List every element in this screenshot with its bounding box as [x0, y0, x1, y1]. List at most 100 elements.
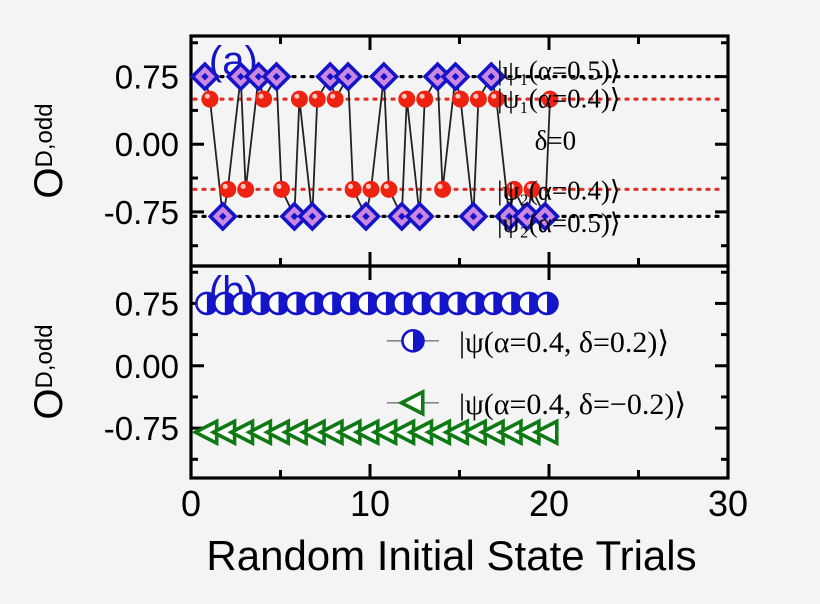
y-tick-label-a-0: -0.75	[104, 194, 179, 231]
sphere-highlight	[240, 183, 246, 189]
panel-a-red-marker	[469, 90, 487, 108]
panel-b-blue-marker	[320, 291, 345, 316]
sphere-highlight	[437, 183, 443, 189]
sphere-body	[469, 90, 487, 108]
y-tick-label-b-1: 0.00	[115, 348, 179, 385]
sphere-highlight	[473, 93, 479, 99]
sphere-body	[255, 90, 273, 108]
diamond-center	[380, 72, 388, 81]
diamond-center	[201, 72, 209, 81]
y-tick-label-b-0: -0.75	[104, 410, 179, 447]
panel-b-blue-marker	[213, 291, 237, 316]
x-tick-label-1: 10	[350, 483, 390, 524]
panel-a-red-marker	[487, 90, 505, 108]
panel-b-green-marker	[531, 418, 559, 447]
panel-a-red-marker	[237, 180, 255, 198]
diamond-center	[523, 212, 531, 221]
diamond-center	[433, 72, 442, 81]
y-tick-label-b-2: 0.75	[115, 285, 179, 322]
sphere-body	[201, 90, 219, 108]
sphere-highlight	[312, 93, 318, 99]
diamond-center	[344, 72, 352, 81]
panel-a-diamond-marker	[529, 201, 561, 232]
sphere-highlight	[419, 93, 425, 99]
diamond-center	[290, 212, 299, 221]
sphere-highlight	[383, 183, 389, 189]
panel-a-red-marker	[326, 90, 344, 108]
sphere-body	[380, 180, 398, 198]
panel-a-red-marker	[255, 90, 273, 108]
sphere-body	[290, 90, 308, 108]
panel-a-red-marker	[398, 90, 416, 108]
panel-a-diamond-marker	[350, 201, 382, 232]
legend-psi-delta-neg: |ψ(α=0.4, δ=−0.2)⟩	[459, 388, 686, 421]
sphere-highlight	[348, 183, 354, 189]
sphere-highlight	[294, 93, 300, 99]
x-tick-label-0: 0	[181, 483, 201, 524]
sphere-body	[344, 180, 362, 198]
panel-a-diamond-marker	[207, 201, 238, 232]
sphere-highlight	[204, 93, 210, 99]
panel-a-annotation-psi1-alpha-05: |ψ₁(α=0.5)⟩	[497, 55, 620, 85]
legend-marker-circle	[401, 329, 425, 353]
panel-a-annotation-delta-zero: δ=0	[535, 126, 576, 156]
sphere-body	[219, 180, 237, 198]
half-circle-outline	[401, 329, 425, 353]
sphere-highlight	[527, 183, 533, 189]
panel-b-blue-marker	[499, 291, 524, 316]
panel-b-blue-marker	[463, 291, 488, 316]
diamond-center	[236, 72, 245, 81]
diamond-center	[362, 212, 370, 221]
panel-a-diamond-marker	[297, 201, 328, 232]
x-axis-title: Random Initial State Trials	[206, 532, 696, 579]
legend-psi-delta-pos: |ψ(α=0.4, δ=0.2)⟩	[459, 326, 669, 359]
sphere-body	[273, 180, 290, 198]
triangle-left-shape	[397, 388, 425, 417]
sphere-highlight	[222, 183, 228, 189]
panel-a-annotation-psi2-alpha-04: |ψ₂(α=0.4)⟩	[497, 175, 620, 205]
panel-a-red-marker	[290, 90, 308, 108]
sphere-highlight	[491, 93, 497, 99]
panel-a-red-marker	[273, 180, 290, 198]
diamond-center	[415, 212, 424, 221]
x-tick-label-2: 20	[529, 483, 569, 524]
y-tick-label-a-1: 0.00	[115, 126, 179, 163]
sphere-highlight	[330, 93, 336, 99]
y-tick-label-a-2: 0.75	[115, 59, 179, 96]
panel-b-blue-marker	[356, 291, 380, 316]
panel-a-diamond-marker	[404, 201, 435, 232]
sphere-highlight	[258, 93, 264, 99]
panel-b-blue-marker	[374, 291, 398, 316]
triangle-left-shape	[531, 418, 559, 447]
panel-a-red-marker	[541, 90, 559, 108]
panel-a-red-marker	[434, 180, 452, 198]
sphere-body	[362, 180, 380, 198]
sphere-body	[398, 90, 416, 108]
diamond-center	[308, 212, 317, 221]
sphere-highlight	[544, 93, 550, 99]
panel-a-diamond-marker	[333, 61, 364, 92]
diamond-center	[398, 212, 406, 221]
panel-a-diamond-marker	[261, 61, 292, 92]
diamond-center	[487, 72, 496, 81]
panel-a-red-marker	[452, 90, 469, 108]
x-tick-label-3: 30	[708, 483, 748, 524]
panel-a-red-marker	[416, 90, 434, 108]
diamond-center	[451, 72, 460, 81]
sphere-highlight	[365, 183, 372, 189]
panel-b-blue-marker	[481, 291, 506, 316]
sphere-highlight	[276, 183, 282, 189]
sphere-highlight	[509, 183, 515, 189]
panel-b-blue-marker	[427, 291, 452, 316]
sphere-highlight	[455, 93, 461, 99]
diamond-center	[219, 212, 227, 221]
panel-a-diamond-marker	[189, 61, 220, 92]
legend-marker-triangle-left	[397, 388, 425, 417]
sphere-body	[308, 90, 326, 108]
panel-b-blue-marker	[535, 291, 559, 316]
panel-a-diamond-marker	[368, 61, 399, 92]
diamond-center	[272, 72, 281, 81]
panel-a-red-marker	[505, 180, 523, 198]
